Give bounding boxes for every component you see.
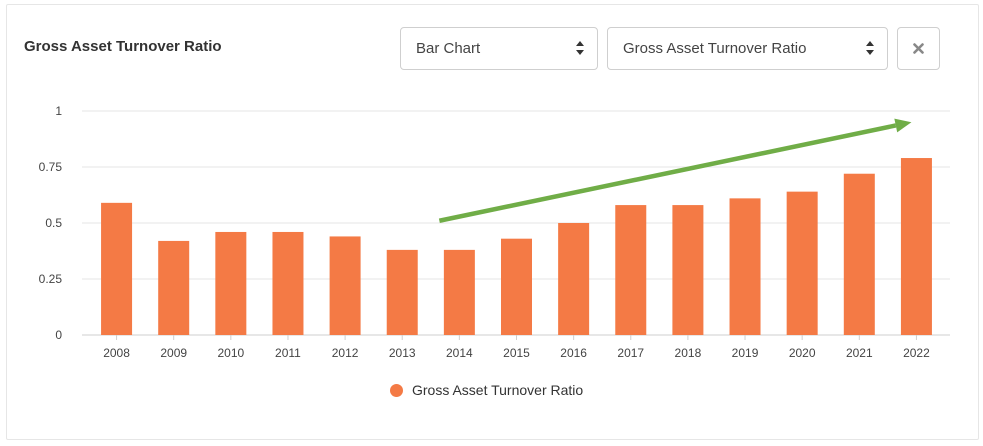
x-tick-label: 2017 — [617, 346, 644, 360]
bar — [843, 173, 875, 335]
y-tick-label: 0 — [55, 328, 62, 342]
x-tick-label: 2020 — [789, 346, 816, 360]
bar — [272, 231, 304, 335]
bars — [101, 158, 932, 335]
chart-type-select[interactable]: Bar Chart — [400, 27, 598, 70]
bar — [101, 202, 133, 335]
metric-select[interactable]: Gross Asset Turnover Ratio — [607, 27, 888, 70]
bar — [786, 191, 818, 335]
x-tick-label: 2022 — [903, 346, 930, 360]
trend-arrow-head — [894, 118, 912, 133]
bar — [215, 231, 247, 335]
bar — [729, 198, 761, 335]
x-tick-label: 2018 — [675, 346, 702, 360]
y-tick-label: 0.5 — [45, 216, 62, 230]
close-button[interactable] — [897, 27, 940, 70]
bar — [386, 249, 418, 335]
bar — [158, 240, 190, 335]
x-tick-label: 2013 — [389, 346, 416, 360]
y-tick-label: 0.25 — [39, 272, 63, 286]
bar — [329, 236, 361, 335]
bar — [558, 223, 590, 335]
legend-item[interactable]: Gross Asset Turnover Ratio — [390, 382, 583, 398]
trend-arrow — [438, 118, 912, 223]
x-tick-label: 2014 — [446, 346, 473, 360]
chart-title: Gross Asset Turnover Ratio — [24, 38, 222, 55]
metric-select-value: Gross Asset Turnover Ratio — [623, 40, 807, 57]
bar — [443, 249, 475, 335]
y-axis-tick-labels: 0 0.25 0.5 0.75 1 — [39, 104, 63, 342]
x-tick-label: 2012 — [332, 346, 359, 360]
x-tick-label: 2015 — [503, 346, 530, 360]
x-tick-label: 2019 — [732, 346, 759, 360]
x-tick-label: 2016 — [560, 346, 587, 360]
bar — [672, 205, 704, 335]
close-icon — [913, 43, 924, 54]
x-tick-label: 2009 — [160, 346, 187, 360]
sort-caret-icon — [576, 41, 584, 55]
trend-arrow-line — [438, 123, 897, 223]
x-tick-label: 2010 — [217, 346, 244, 360]
bar — [900, 158, 932, 335]
chart-type-select-value: Bar Chart — [416, 40, 481, 57]
x-tick-label: 2011 — [275, 346, 301, 360]
x-tick-label: 2008 — [103, 346, 130, 360]
bar — [501, 238, 532, 335]
y-tick-label: 1 — [55, 104, 62, 118]
x-axis-tick-labels: 2008 2009 2010 2011 2012 2013 2014 2015 2016 2017… — [103, 335, 930, 360]
legend-label: Gross Asset Turnover Ratio — [412, 382, 584, 398]
sort-caret-icon — [866, 41, 874, 55]
y-tick-label: 0.75 — [39, 160, 63, 174]
legend-marker — [390, 383, 403, 397]
bar — [615, 205, 647, 335]
x-tick-label: 2021 — [846, 346, 873, 360]
